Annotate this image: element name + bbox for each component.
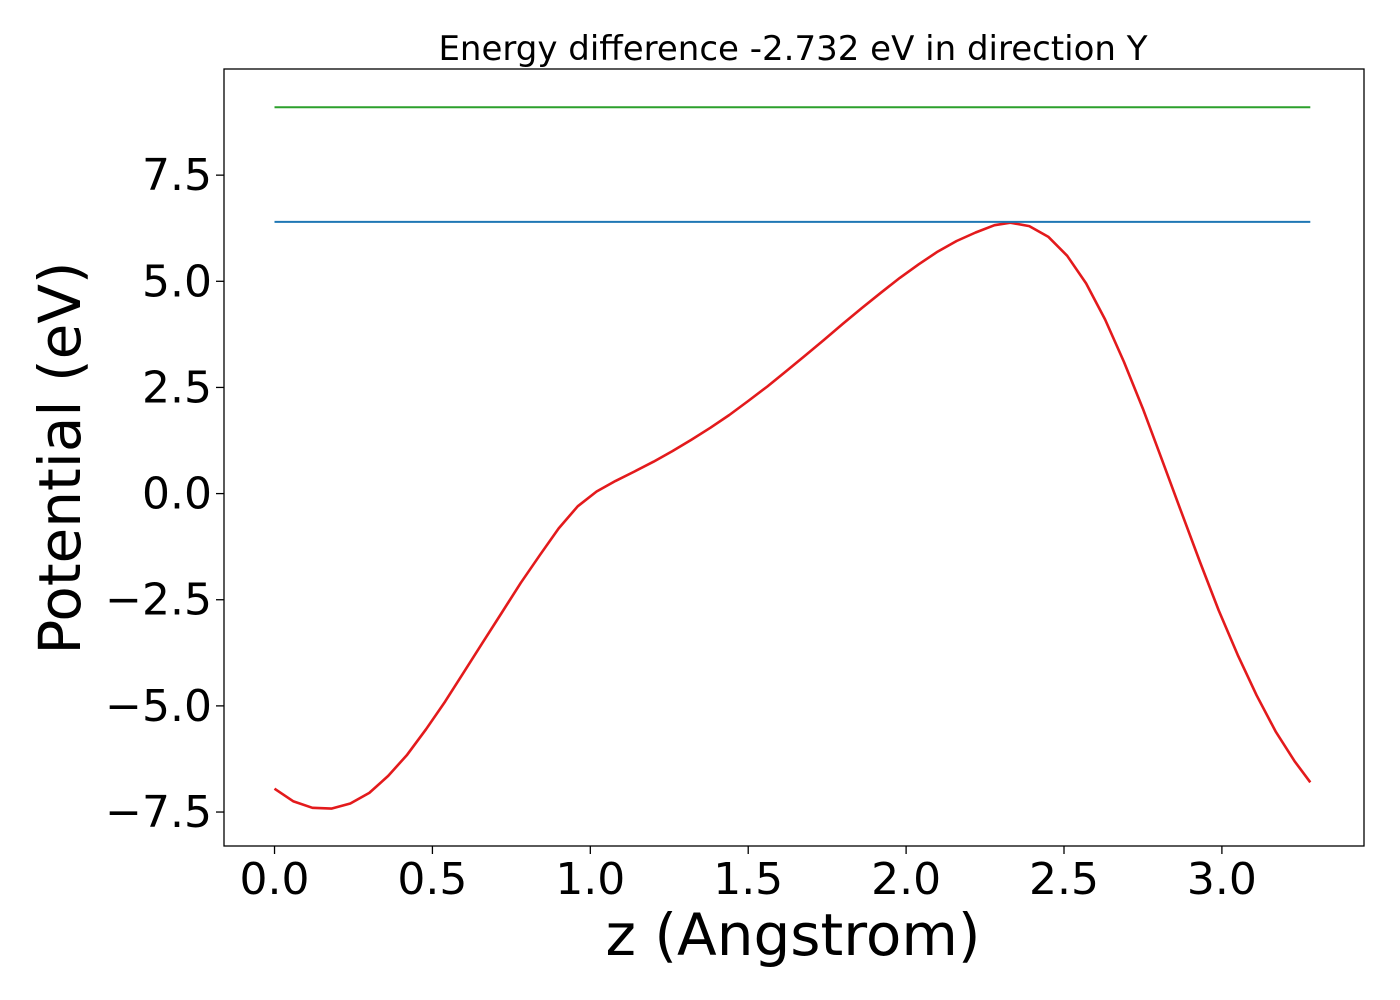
- y-tick-label: 0.0: [142, 469, 212, 520]
- y-axis-label: Potential (eV): [26, 261, 94, 654]
- x-tick-label: 2.5: [1029, 854, 1099, 905]
- y-tick-label: 5.0: [142, 256, 212, 307]
- x-tick-label: 3.0: [1187, 854, 1257, 905]
- y-tick-label: −2.5: [105, 575, 212, 626]
- x-axis: 0.0 0.5 1.0 1.5 2.0 2.5 3.0: [240, 846, 1257, 905]
- y-tick-label: 7.5: [142, 150, 212, 201]
- y-tick-label: −7.5: [105, 787, 212, 838]
- y-tick-label: 2.5: [142, 362, 212, 413]
- x-axis-label: z (Angstrom): [606, 901, 981, 969]
- x-tick-label: 0.0: [240, 854, 310, 905]
- series-line-1: [273, 221, 1312, 810]
- x-tick-label: 0.5: [397, 854, 467, 905]
- x-tick-label: 2.0: [871, 854, 941, 905]
- plot-area-frame: [223, 68, 1365, 847]
- y-axis: −7.5 −5.0 −2.5 0.0 2.5 5.0 7.5: [105, 150, 224, 838]
- series-layer: [273, 106, 1312, 810]
- x-tick-label: 1.5: [713, 854, 783, 905]
- x-tick-label: 1.0: [555, 854, 625, 905]
- chart-title: Energy difference -2.732 eV in direction…: [438, 29, 1147, 69]
- y-tick-label: −5.0: [105, 681, 212, 732]
